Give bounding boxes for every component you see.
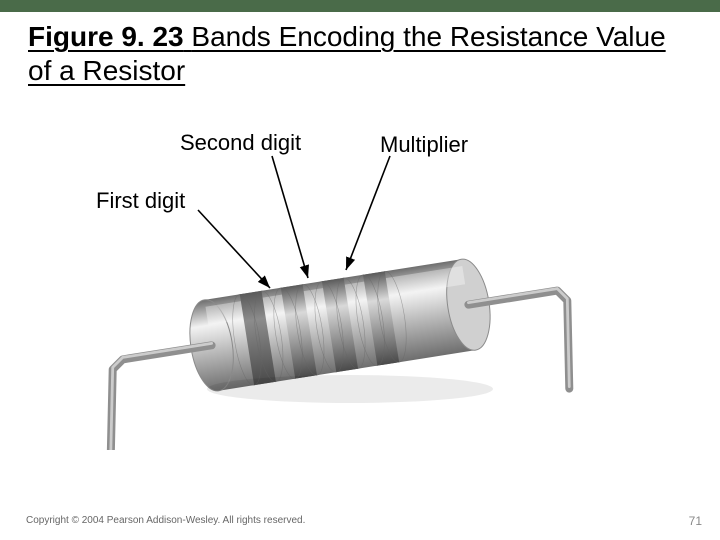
label-first-digit: First digit [96, 188, 185, 214]
top-bar [0, 0, 720, 12]
label-multiplier: Multiplier [380, 132, 468, 158]
page-number: 71 [689, 514, 702, 528]
diagram-svg [50, 110, 670, 450]
resistor-diagram: First digit Second digit Multiplier [50, 110, 670, 450]
copyright-text: Copyright © 2004 Pearson Addison-Wesley.… [26, 515, 305, 526]
figure-title: Figure 9. 23 Bands Encoding the Resistan… [28, 20, 688, 87]
label-second-digit: Second digit [180, 130, 301, 156]
slide: Figure 9. 23 Bands Encoding the Resistan… [0, 0, 720, 540]
figure-number: Figure 9. 23 [28, 21, 184, 52]
